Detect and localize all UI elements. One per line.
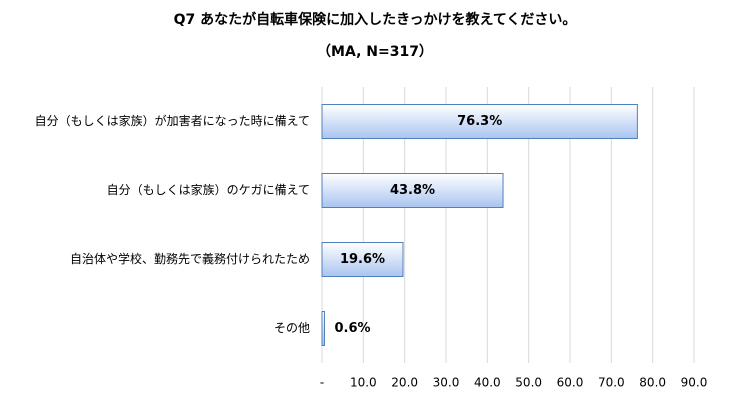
x-tick-label: 10.0 [350,376,377,390]
x-tick-label: 40.0 [474,376,501,390]
bar [321,311,325,346]
bar [321,173,504,208]
x-tick-label: - [320,376,324,390]
y-tick-label: その他 [274,321,310,335]
y-tick-label: 自分（もしくは家族）が加害者になった時に備えて [35,113,310,128]
x-tick-label: 30.0 [433,376,460,390]
value-label: 43.8% [390,183,435,198]
y-tick-label: 自分（もしくは家族）のケガに備えて [107,182,310,197]
value-label: 19.6% [340,252,385,267]
x-tick-label: 50.0 [515,376,542,390]
chart-title: Q7 あなたが自転車保険に加入したきっかけを教えてください。 [174,11,577,28]
x-tick-label: 80.0 [639,376,666,390]
y-tick-label: 自治体や学校、勤務先で義務付けられたため [70,251,310,266]
x-tick-label: 60.0 [557,376,584,390]
x-tick-label: 20.0 [391,376,418,390]
value-label: 0.6% [334,321,370,336]
chart-subtitle: （MA, N=317） [317,44,433,60]
bar [321,242,404,277]
x-tick-label: 90.0 [681,376,708,390]
value-label: 76.3% [457,114,502,129]
x-tick-label: 70.0 [598,376,625,390]
bar [321,104,638,139]
